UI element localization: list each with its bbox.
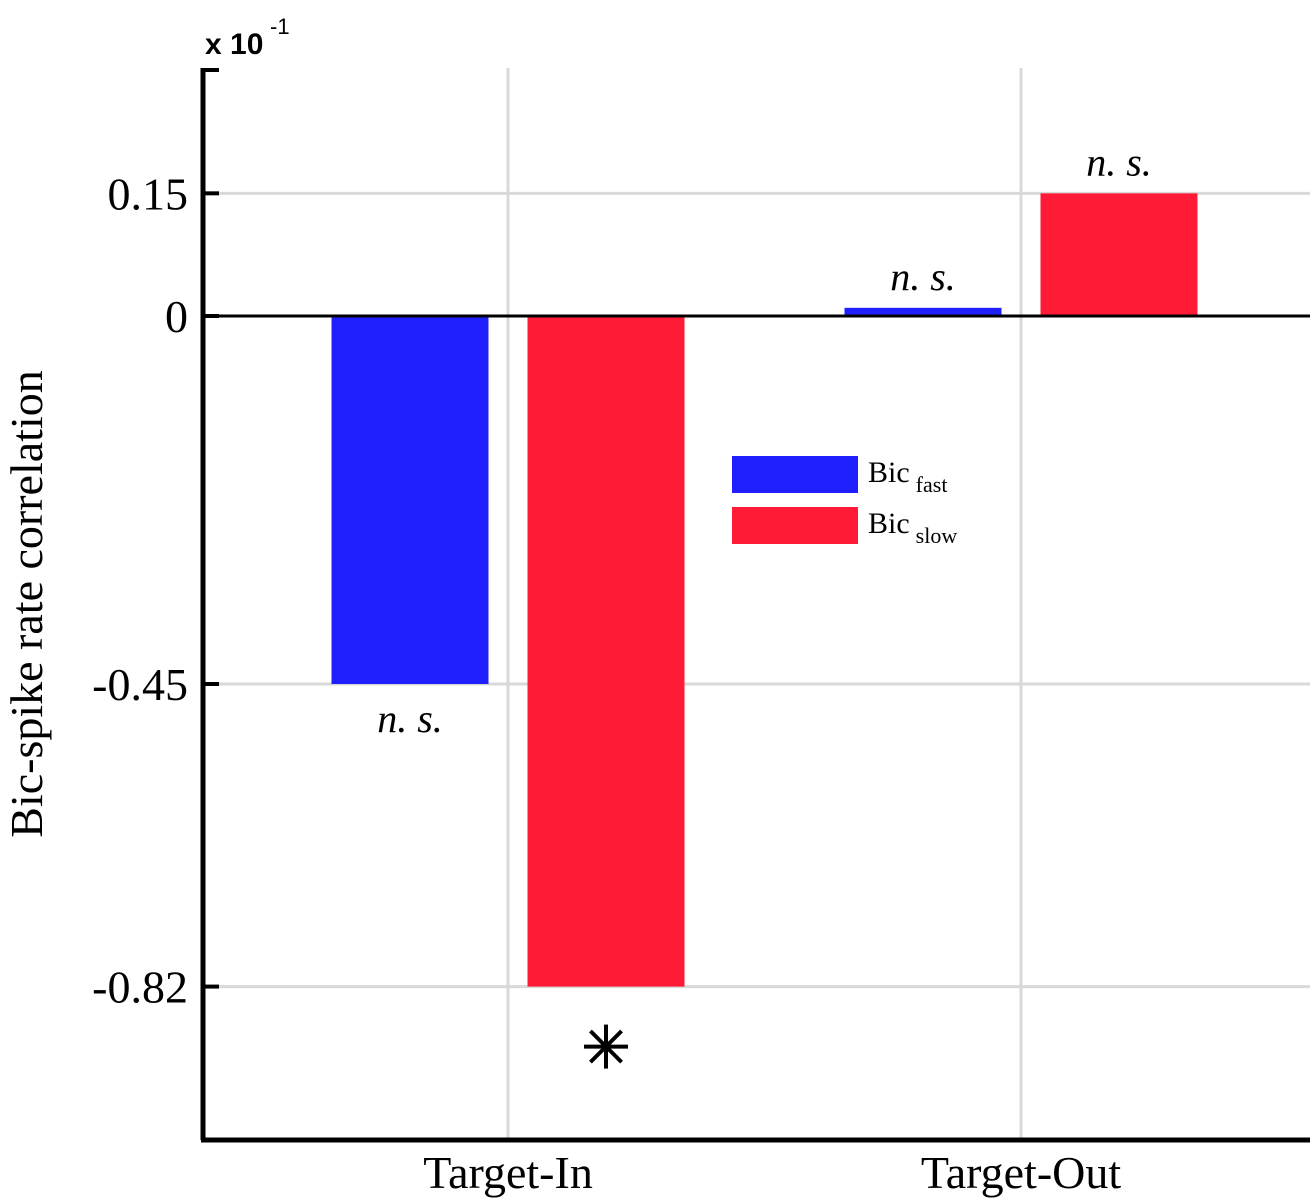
bar-slow-target-in	[527, 316, 685, 987]
y-multiplier: x 10	[205, 28, 263, 61]
y-tick-label: -0.45	[92, 659, 188, 710]
x-ticks: Target-In Target-Out	[423, 1147, 1121, 1198]
x-tick-label: Target-Out	[921, 1147, 1122, 1198]
legend: Bic fast Bic slow	[732, 456, 957, 548]
bars	[331, 193, 1198, 987]
legend-swatch-fast	[732, 456, 858, 493]
legend-swatch-slow	[732, 507, 858, 544]
significance-label: n. s.	[890, 254, 956, 299]
y-multiplier-exponent: -1	[270, 14, 290, 39]
significance-label: n. s.	[377, 696, 443, 741]
y-tick-label: 0.15	[108, 168, 189, 219]
bar-fast-target-in	[331, 316, 489, 684]
legend-label-fast: Bic fast	[868, 456, 947, 497]
significance-annotations: n. s. n. s. n. s.	[377, 139, 1152, 1069]
y-tick-label: 0	[165, 291, 188, 342]
legend-label-slow: Bic slow	[868, 507, 957, 548]
y-tick-label: -0.82	[92, 962, 188, 1013]
y-ticks: 0.15 0 -0.45 -0.82	[92, 68, 219, 1013]
y-axis-label: Bic-spike rate correlation	[1, 370, 52, 837]
axes	[200, 68, 1310, 1143]
bar-slow-target-out	[1040, 193, 1198, 316]
x-tick-label: Target-In	[423, 1147, 593, 1198]
bar-fast-target-out	[844, 307, 1002, 316]
significance-star	[584, 1024, 628, 1069]
significance-label: n. s.	[1086, 139, 1152, 184]
